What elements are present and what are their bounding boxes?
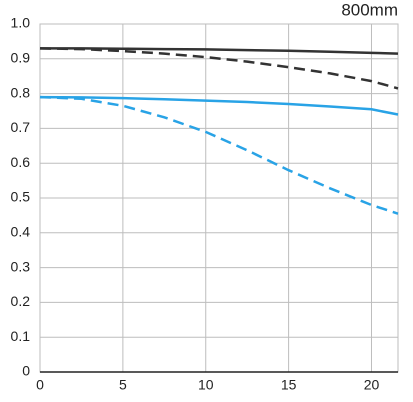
- y-tick-label: 0.9: [11, 50, 31, 66]
- x-tick-label: 10: [198, 377, 214, 393]
- y-tick-label: 0.1: [11, 328, 31, 344]
- x-tick-label: 15: [281, 377, 297, 393]
- line: [40, 47, 399, 55]
- x-tick-label: 5: [119, 377, 127, 393]
- y-tick-label: 0: [22, 363, 30, 379]
- line: [39, 95, 399, 215]
- y-tick-label: 0.4: [11, 224, 31, 240]
- x-tick-label: 0: [36, 377, 44, 393]
- line: [39, 47, 399, 90]
- chart-title: 800mm: [341, 0, 398, 19]
- y-tick-label: 0.2: [11, 293, 31, 309]
- x-tick-label: 20: [364, 377, 380, 393]
- y-tick-label: 0.7: [11, 119, 31, 135]
- y-tick-label: 0.5: [11, 189, 31, 205]
- line: [39, 95, 399, 116]
- y-tick-label: 0.8: [11, 84, 31, 100]
- y-tick-label: 0.3: [11, 258, 31, 274]
- y-tick-label: 0.6: [11, 154, 31, 170]
- y-tick-label: 1.0: [11, 15, 31, 31]
